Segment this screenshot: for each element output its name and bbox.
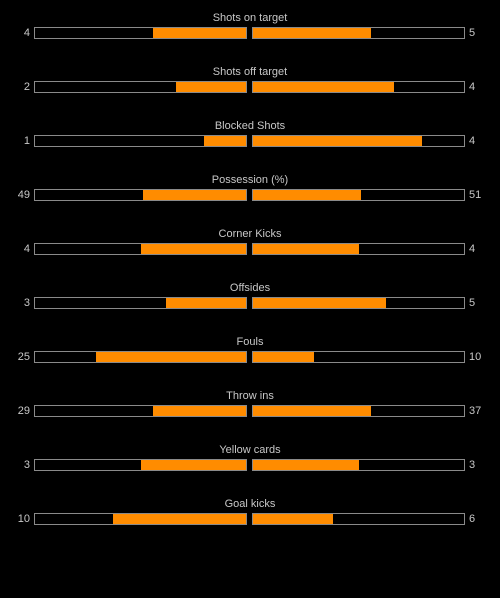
away-bar bbox=[252, 243, 465, 255]
stat-label: Blocked Shots bbox=[214, 120, 286, 132]
home-bar bbox=[34, 513, 247, 525]
home-bar bbox=[34, 135, 247, 147]
stat-row-throw-ins: Throw ins 29 37 bbox=[0, 389, 500, 443]
stat-label: Possession (%) bbox=[211, 174, 289, 186]
home-value: 4 bbox=[23, 243, 30, 255]
home-bar bbox=[34, 459, 247, 471]
home-bar bbox=[34, 81, 247, 93]
away-value: 37 bbox=[469, 405, 482, 417]
home-value: 1 bbox=[23, 135, 30, 147]
home-bar-fill bbox=[142, 190, 246, 200]
stat-label: Corner Kicks bbox=[218, 228, 282, 240]
away-bar bbox=[252, 405, 465, 417]
stat-row-offsides: Offsides 3 5 bbox=[0, 281, 500, 335]
away-bar-fill bbox=[253, 460, 359, 470]
home-bar bbox=[34, 297, 247, 309]
stat-label: Shots on target bbox=[212, 12, 288, 24]
stat-row-corner-kicks: Corner Kicks 4 4 bbox=[0, 227, 500, 281]
home-value: 49 bbox=[17, 189, 30, 201]
home-value: 29 bbox=[17, 405, 30, 417]
home-bar-fill bbox=[176, 82, 246, 92]
away-bar-fill bbox=[253, 190, 361, 200]
away-value: 4 bbox=[469, 81, 476, 93]
away-bar bbox=[252, 189, 465, 201]
away-bar-fill bbox=[253, 82, 395, 92]
home-value: 2 bbox=[23, 81, 30, 93]
home-bar-fill bbox=[153, 406, 246, 416]
home-bar-fill bbox=[113, 514, 246, 524]
home-value: 3 bbox=[23, 459, 30, 471]
away-bar bbox=[252, 81, 465, 93]
away-bar bbox=[252, 351, 465, 363]
stat-row-shots-on-target: Shots on target 4 5 bbox=[0, 11, 500, 65]
home-bar bbox=[34, 351, 247, 363]
away-value: 4 bbox=[469, 243, 476, 255]
away-bar-fill bbox=[253, 514, 334, 524]
away-bar-fill bbox=[253, 298, 386, 308]
away-bar-fill bbox=[253, 352, 315, 362]
home-value: 3 bbox=[23, 297, 30, 309]
home-bar-fill bbox=[140, 244, 246, 254]
stat-row-yellow-cards: Yellow cards 3 3 bbox=[0, 443, 500, 497]
away-value: 51 bbox=[469, 189, 482, 201]
home-bar bbox=[34, 243, 247, 255]
home-bar bbox=[34, 27, 247, 39]
away-bar-fill bbox=[253, 136, 422, 146]
match-stats-panel: Shots on target 4 5 Shots off target 2 4… bbox=[0, 11, 500, 551]
away-value: 6 bbox=[469, 513, 476, 525]
stat-row-possession: Possession (%) 49 51 bbox=[0, 173, 500, 227]
stat-label: Throw ins bbox=[226, 390, 274, 402]
away-bar bbox=[252, 135, 465, 147]
home-bar bbox=[34, 189, 247, 201]
stat-label: Shots off target bbox=[212, 66, 288, 78]
away-value: 5 bbox=[469, 297, 476, 309]
stat-label: Offsides bbox=[229, 282, 271, 294]
away-bar-fill bbox=[253, 406, 372, 416]
away-value: 4 bbox=[469, 135, 476, 147]
away-bar-fill bbox=[253, 244, 359, 254]
away-value: 10 bbox=[469, 351, 482, 363]
home-bar-fill bbox=[96, 352, 246, 362]
home-bar bbox=[34, 405, 247, 417]
away-bar bbox=[252, 27, 465, 39]
home-bar-fill bbox=[203, 136, 246, 146]
home-value: 10 bbox=[17, 513, 30, 525]
stat-row-shots-off-target: Shots off target 2 4 bbox=[0, 65, 500, 119]
stat-row-blocked-shots: Blocked Shots 1 4 bbox=[0, 119, 500, 173]
away-bar-fill bbox=[253, 28, 372, 38]
stat-label: Fouls bbox=[236, 336, 264, 348]
home-bar-fill bbox=[153, 28, 246, 38]
away-value: 5 bbox=[469, 27, 476, 39]
stat-row-fouls: Fouls 25 10 bbox=[0, 335, 500, 389]
home-value: 4 bbox=[23, 27, 30, 39]
away-value: 3 bbox=[469, 459, 476, 471]
away-bar bbox=[252, 297, 465, 309]
stat-label: Yellow cards bbox=[219, 444, 281, 456]
home-bar-fill bbox=[140, 460, 246, 470]
stat-label: Goal kicks bbox=[224, 498, 276, 510]
away-bar bbox=[252, 513, 465, 525]
home-value: 25 bbox=[17, 351, 30, 363]
away-bar bbox=[252, 459, 465, 471]
home-bar-fill bbox=[165, 298, 246, 308]
stat-row-goal-kicks: Goal kicks 10 6 bbox=[0, 497, 500, 551]
